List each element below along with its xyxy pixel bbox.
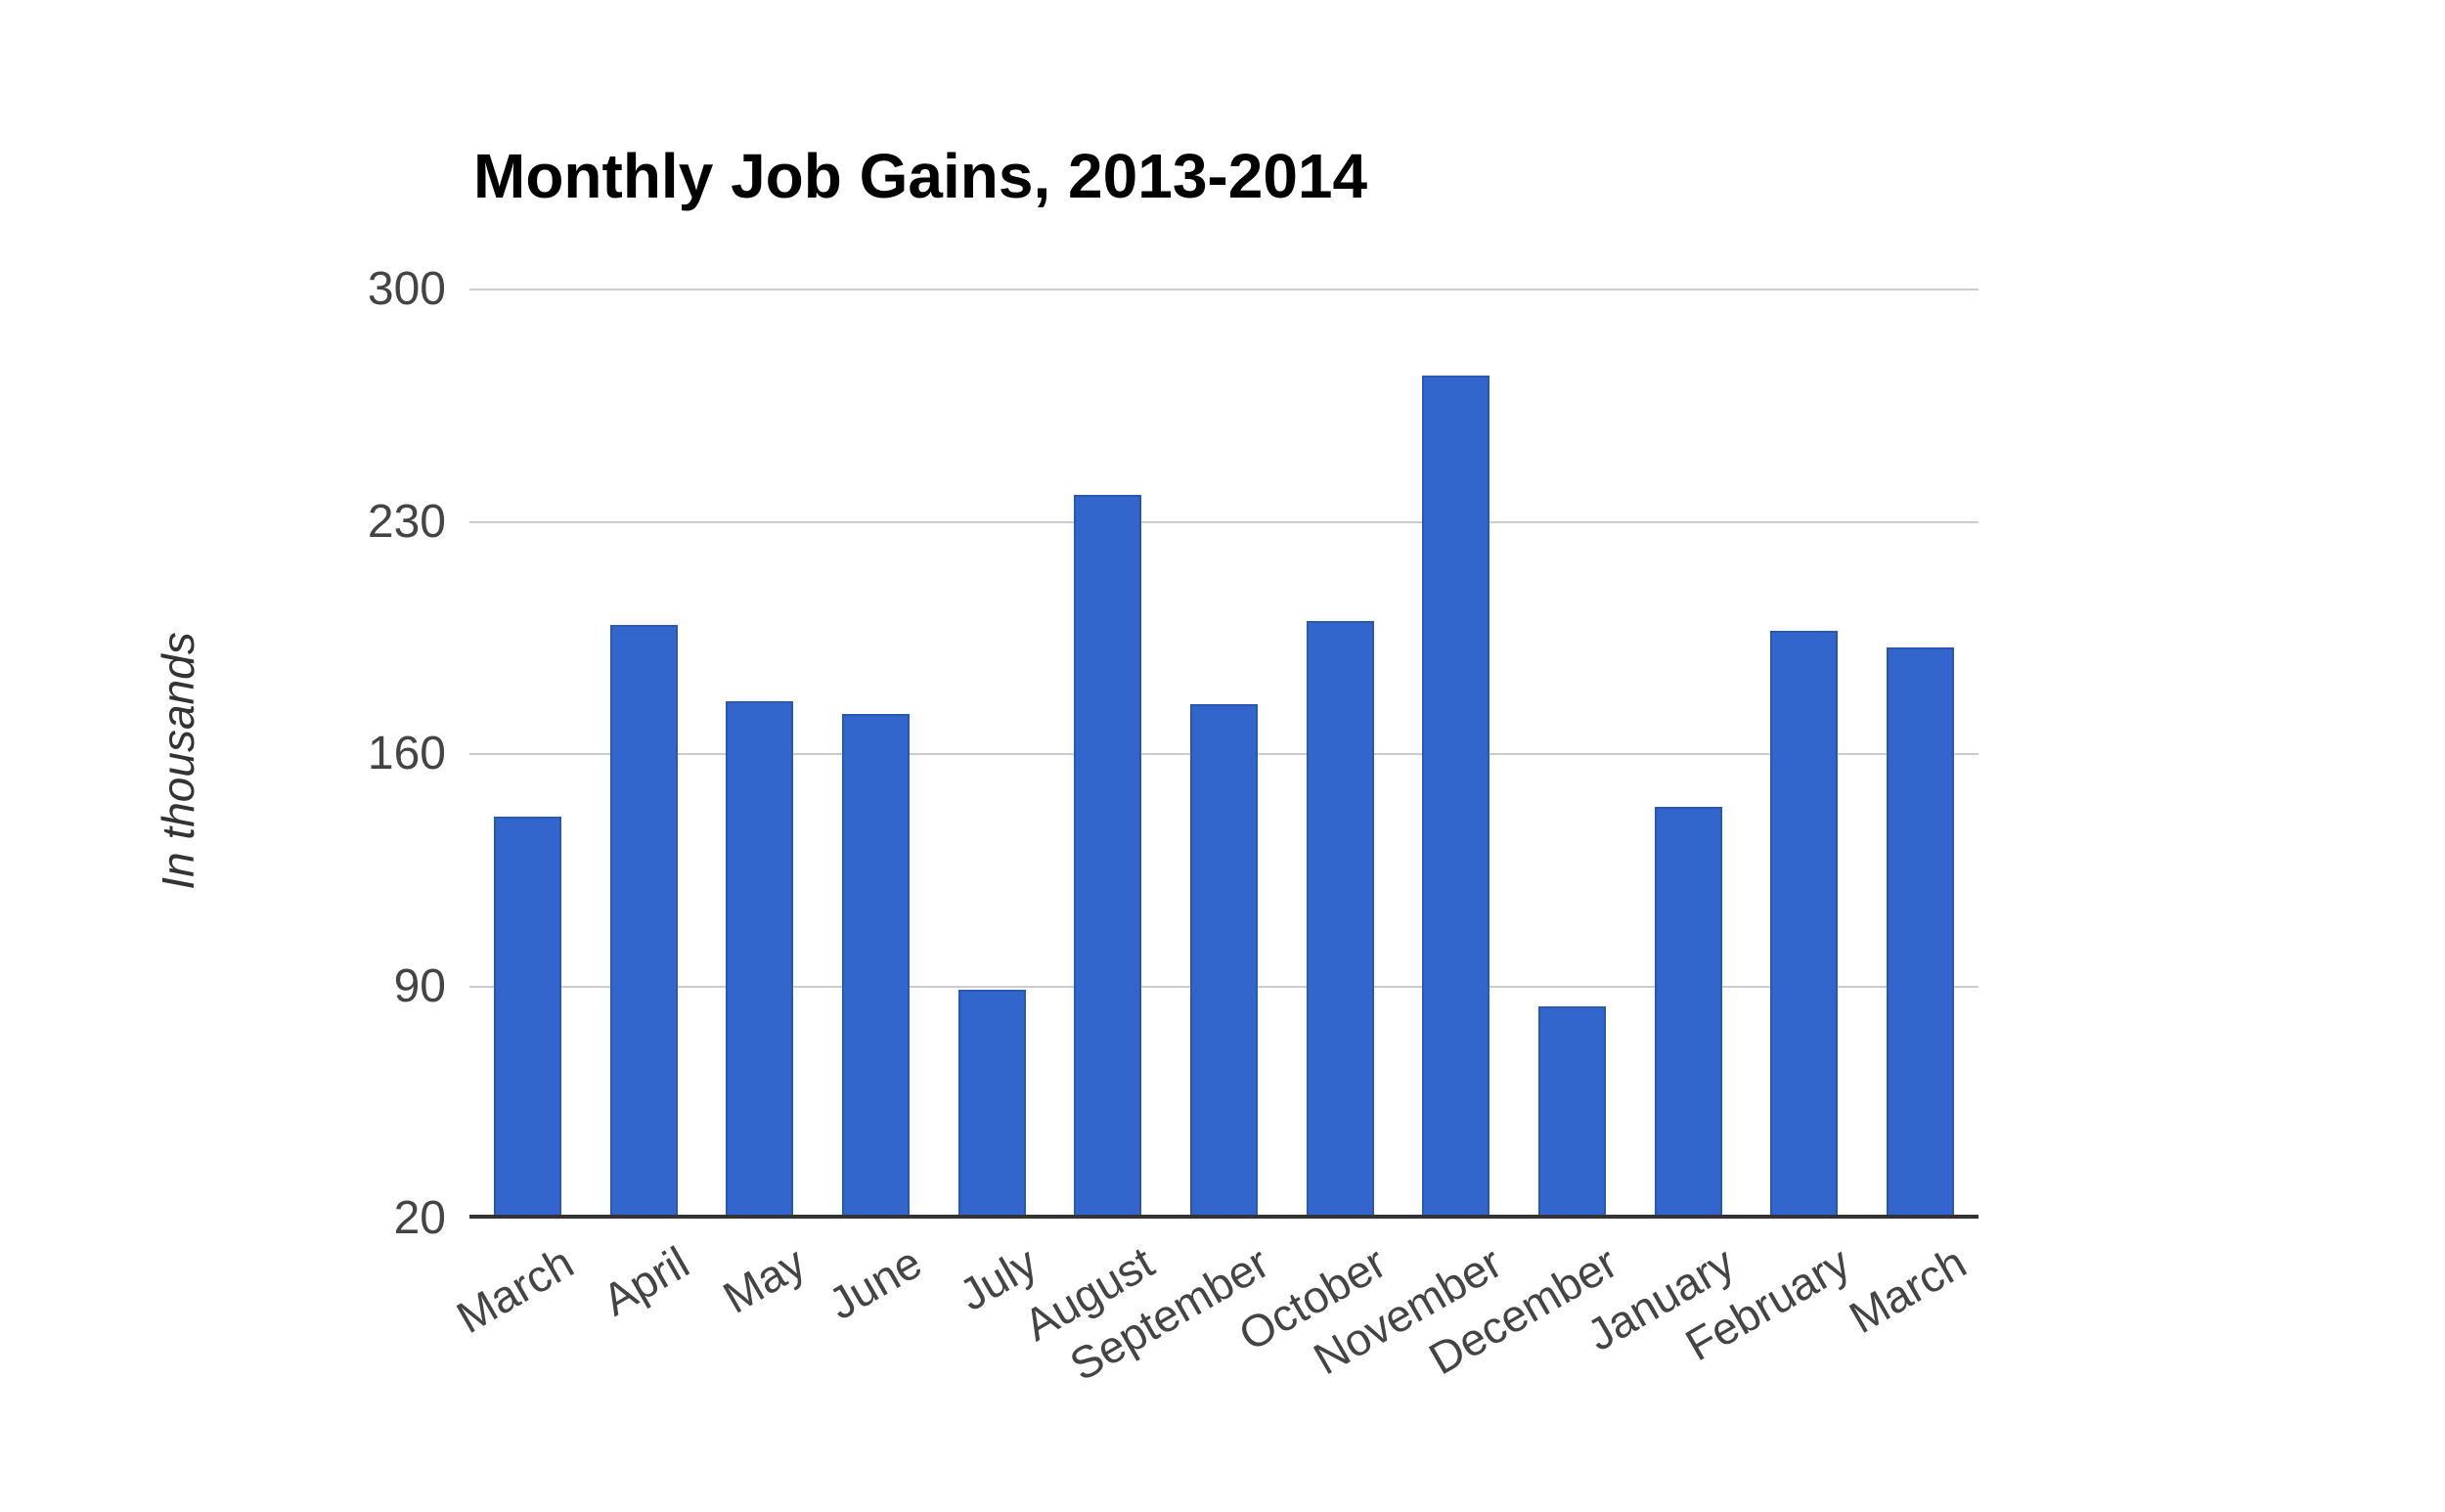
y-tick-label: 300: [367, 263, 446, 315]
gridline-230: [469, 520, 1978, 523]
bar-december-9: [1538, 1006, 1606, 1219]
bar-march-12: [1887, 647, 1954, 1219]
y-tick-label: 230: [367, 495, 446, 548]
bar-july-4: [958, 990, 1026, 1219]
y-tick-label: 90: [393, 959, 446, 1012]
x-tick-label: June: [820, 1236, 930, 1330]
x-tick-label: March: [1840, 1236, 1975, 1344]
bar-september-6: [1190, 704, 1258, 1219]
bar-october-7: [1307, 621, 1374, 1219]
x-tick-label: May: [714, 1236, 814, 1323]
bar-august-5: [1074, 495, 1141, 1219]
gridline-300: [469, 289, 1978, 290]
bar-march-0: [494, 817, 561, 1219]
y-tick-label: 20: [393, 1192, 446, 1244]
bar-may-2: [726, 701, 793, 1219]
bar-february-11: [1770, 631, 1838, 1219]
chart-title: Monthly Job Gains, 2013-2014: [473, 141, 1368, 211]
bar-june-3: [842, 714, 910, 1219]
x-tick-label: March: [447, 1236, 582, 1344]
plot-area: [469, 289, 1978, 1219]
x-axis-line: [469, 1215, 1978, 1219]
x-tick-label: April: [594, 1236, 698, 1326]
bar-january-10: [1655, 807, 1722, 1219]
bar-november-8: [1422, 376, 1489, 1219]
y-axis-title: In thousands: [153, 632, 203, 890]
bar-april-1: [610, 625, 678, 1219]
y-tick-label: 160: [367, 728, 446, 779]
